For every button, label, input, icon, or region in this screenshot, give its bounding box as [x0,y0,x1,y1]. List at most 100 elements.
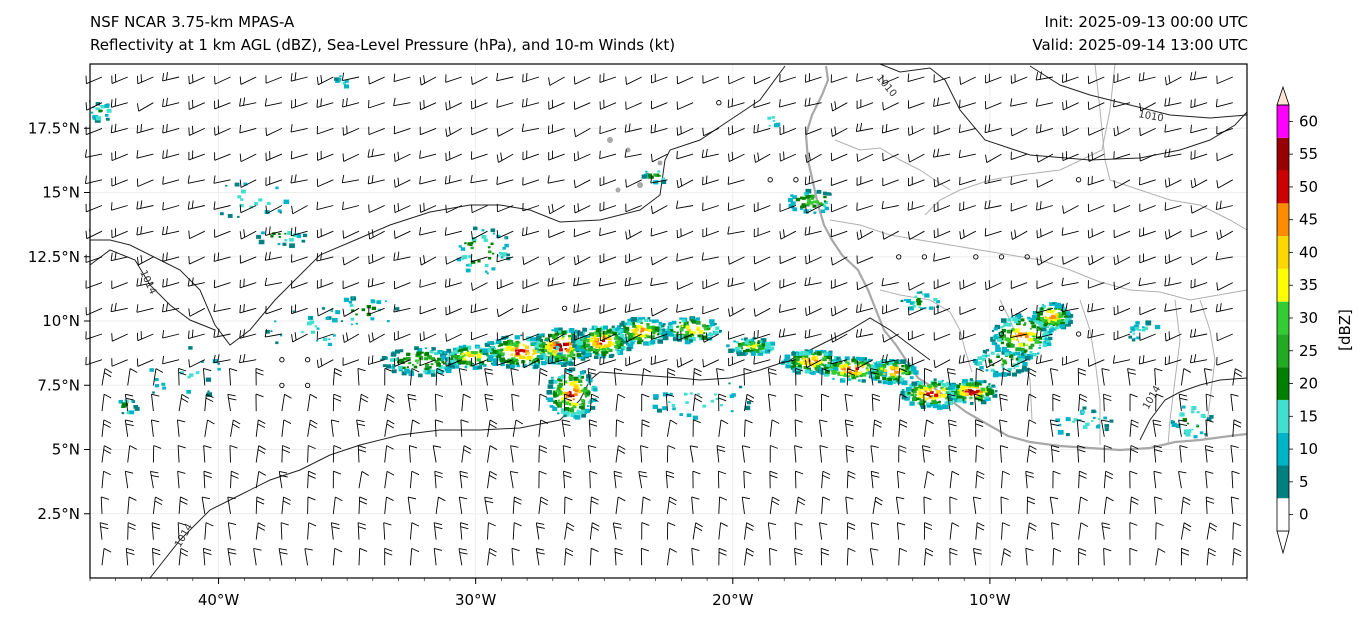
reflectivity-cell [578,349,583,352]
reflectivity-cell [611,325,615,329]
reflectivity-cell [575,339,581,344]
wind-barb [1103,470,1114,489]
reflectivity-cell [524,353,527,356]
wind-barb [496,357,514,366]
wind-barb [470,151,488,160]
wind-barb [727,331,745,340]
reflectivity-cell [983,399,987,402]
wind-barb [946,368,956,386]
reflectivity-cell [1000,318,1007,323]
reflectivity-cell [575,333,580,337]
reflectivity-cell [486,272,489,275]
wind-barb [779,99,797,108]
reflectivity-cell [862,356,865,360]
wind-barb [1076,419,1086,437]
wind-barb [573,254,591,266]
wind-barb [1049,368,1059,386]
reflectivity-cell [912,370,917,374]
wind-barb [239,124,257,134]
wind-barb [384,367,393,386]
wind-barb [599,176,617,187]
reflectivity-cell [121,412,125,415]
wind-barb [779,74,797,83]
wind-barb [152,547,161,566]
reflectivity-cell [965,393,969,397]
reflectivity-cell [1182,418,1188,422]
reflectivity-cell [1133,324,1139,329]
wind-barb [641,496,651,514]
reflectivity-cell [615,348,620,352]
x-tick-label: 20°W [712,591,754,609]
reflectivity-cell [500,352,505,356]
reflectivity-cell [804,349,809,353]
wind-barb [127,445,138,463]
reflectivity-cell [491,267,496,271]
wind-barb [650,355,668,365]
wind-barb [512,496,522,514]
reflectivity-cell [578,379,583,383]
wind-barb [882,177,899,187]
reflectivity-cell [865,367,869,370]
wind-barb [445,278,462,288]
wind-barb [1139,306,1156,316]
wind-barb [872,419,882,437]
reflectivity-cell [126,410,132,415]
wind-barb [975,470,985,489]
reflectivity-cell [812,364,817,368]
reflectivity-cell [557,399,560,402]
wind-barb [1179,445,1188,463]
reflectivity-cell [956,384,961,388]
reflectivity-cell [1041,324,1045,328]
reflectivity-cell [754,343,758,346]
wind-barb [1190,278,1208,289]
reflectivity-cell [992,373,999,378]
reflectivity-cell [672,407,676,411]
reflectivity-cell [560,348,563,351]
wind-barb [188,74,205,85]
wind-barb [255,367,264,386]
reflectivity-cell [568,342,573,346]
wind-barb [907,282,925,291]
wind-barb [718,496,728,514]
wind-barb [419,75,437,86]
wind-barb [702,359,719,368]
reflectivity-cell [573,393,578,397]
wind-barb [933,332,951,341]
reflectivity-cell [508,340,514,344]
wind-barb [487,548,497,566]
wind-barb [573,128,591,138]
reflectivity-cell [518,356,522,359]
wind-barb [229,445,238,463]
reflectivity-cell [582,327,588,332]
reflectivity-cell [608,348,613,353]
wind-barb [959,330,976,341]
reflectivity-cell [543,346,547,349]
reflectivity-cell [882,380,888,385]
reflectivity-cell [1025,343,1028,346]
wind-barb [692,470,701,489]
reflectivity-cell [619,333,625,338]
reflectivity-cell [830,365,834,369]
wind-barb [136,102,154,112]
reflectivity-cell [405,370,410,374]
wind-barb [1025,470,1034,489]
reflectivity-cell [581,345,587,349]
reflectivity-cell [597,349,601,352]
wind-barb [702,175,719,186]
wind-barb [1215,98,1233,108]
y-tick-label: 2.5°N [37,505,80,523]
wind-barb [589,547,599,566]
wind-barb [496,203,514,213]
reflectivity-cell [556,394,560,397]
wind-barb [1078,393,1088,412]
wind-barb [625,76,642,85]
reflectivity-cell [647,335,651,339]
wind-barb [562,445,572,463]
wind-barb [856,99,874,110]
reflectivity-cell [496,340,501,344]
reflectivity-cell [912,305,916,308]
reflectivity-cell [602,352,607,357]
reflectivity-cell [504,237,507,239]
reflectivity-cell [509,360,515,365]
reflectivity-cell [883,372,886,375]
